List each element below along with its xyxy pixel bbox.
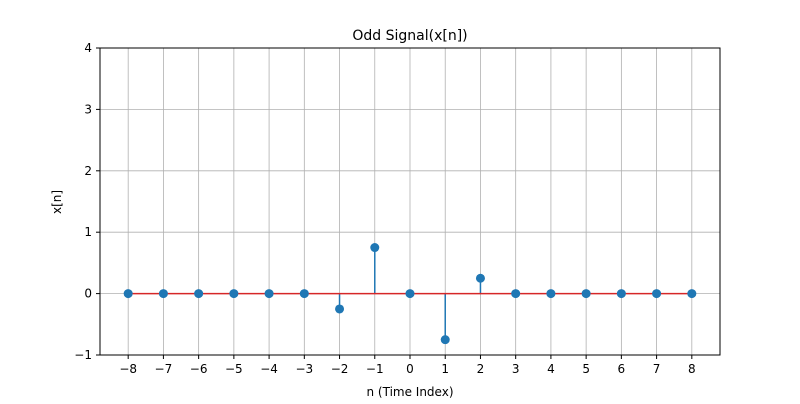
markers: [123, 243, 697, 345]
x-tick-label: 6: [618, 362, 626, 376]
y-tick-label: 3: [84, 102, 92, 116]
stem-marker: [511, 289, 521, 299]
chart-title: Odd Signal(x[n]): [352, 28, 467, 44]
x-tick-label: −1: [366, 362, 384, 376]
x-tick-label: −3: [295, 362, 313, 376]
x-tick-label: 1: [441, 362, 449, 376]
x-tick-label: −7: [155, 362, 173, 376]
x-tick-label: 2: [477, 362, 485, 376]
x-tick-label: 7: [653, 362, 661, 376]
stem-marker: [652, 289, 662, 299]
stem-marker: [123, 289, 133, 299]
y-tick-label: 1: [84, 225, 92, 239]
stem-marker: [158, 289, 168, 299]
x-tick-label: 8: [688, 362, 696, 376]
stem-marker: [299, 289, 309, 299]
stem-marker: [370, 243, 380, 253]
x-tick-label: −4: [260, 362, 278, 376]
x-tick-label: −8: [119, 362, 137, 376]
x-tick-label: −5: [225, 362, 243, 376]
grid: [100, 47, 720, 356]
y-axis-label: x[n]: [50, 190, 64, 214]
x-ticks: −8 −7 −6 −5 −4 −3 −2 −1 0 1 2 3 4 5 6 7 8: [119, 355, 696, 376]
x-tick-label: 4: [547, 362, 555, 376]
x-tick-label: 5: [582, 362, 590, 376]
y-tick-label: −1: [74, 348, 92, 362]
stem-marker: [194, 289, 204, 299]
stem-marker: [581, 289, 591, 299]
stem-marker: [229, 289, 239, 299]
stem-marker: [264, 289, 274, 299]
y-tick-label: 4: [84, 41, 92, 55]
stem-marker: [687, 289, 697, 299]
stem-marker: [475, 273, 485, 283]
x-tick-label: 0: [406, 362, 414, 376]
x-tick-label: −6: [190, 362, 208, 376]
x-axis-label: n (Time Index): [367, 385, 454, 399]
stem-marker: [335, 304, 345, 314]
x-tick-label: 3: [512, 362, 520, 376]
stem-marker: [405, 289, 415, 299]
stem-marker: [440, 335, 450, 345]
x-tick-label: −2: [331, 362, 349, 376]
stem-marker: [546, 289, 556, 299]
y-ticks: −1 0 1 2 3 4: [74, 41, 100, 362]
y-tick-label: 2: [84, 164, 92, 178]
stem-marker: [616, 289, 626, 299]
y-tick-label: 0: [84, 287, 92, 301]
